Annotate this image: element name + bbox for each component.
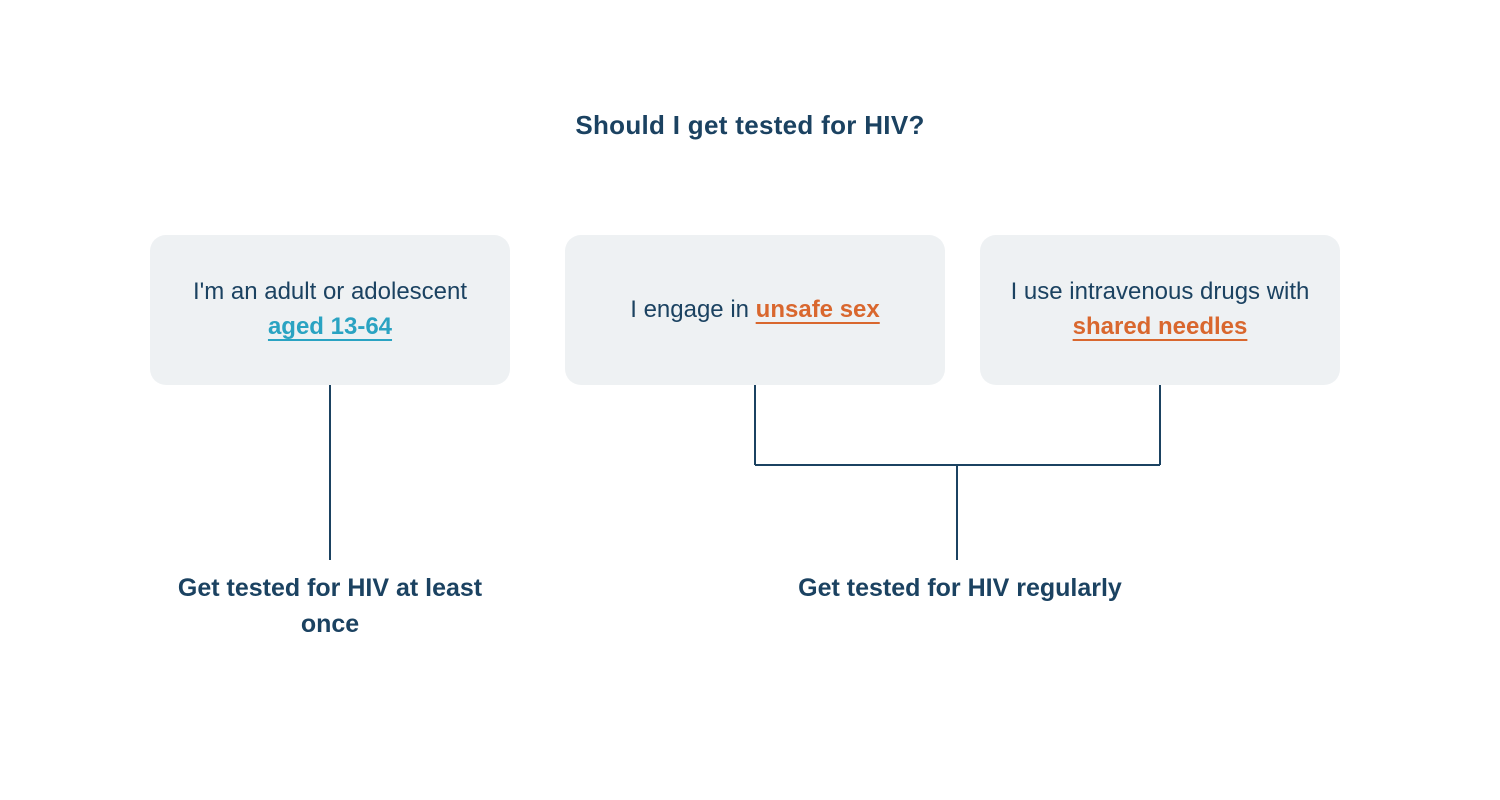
box-text: I use intravenous drugs with <box>1011 278 1310 305</box>
box-text: I engage in <box>630 296 755 323</box>
highlight-age: aged 13-64 <box>268 313 392 340</box>
flow-box-age: I'm an adult or adolescent aged 13-64 <box>150 235 510 385</box>
highlight-unsafe-sex: unsafe sex <box>756 296 880 323</box>
flow-box-unsafe-sex: I engage in unsafe sex <box>565 235 945 385</box>
highlight-shared-needles: shared needles <box>1073 313 1248 340</box>
box-text: I'm an adult or adolescent <box>193 278 467 305</box>
outcome-tested-once: Get tested for HIV at least once <box>150 570 510 643</box>
outcome-tested-regularly: Get tested for HIV regularly <box>780 570 1140 606</box>
flow-box-shared-needles: I use intravenous drugs with shared need… <box>980 235 1340 385</box>
diagram-title: Should I get tested for HIV? <box>0 110 1500 141</box>
